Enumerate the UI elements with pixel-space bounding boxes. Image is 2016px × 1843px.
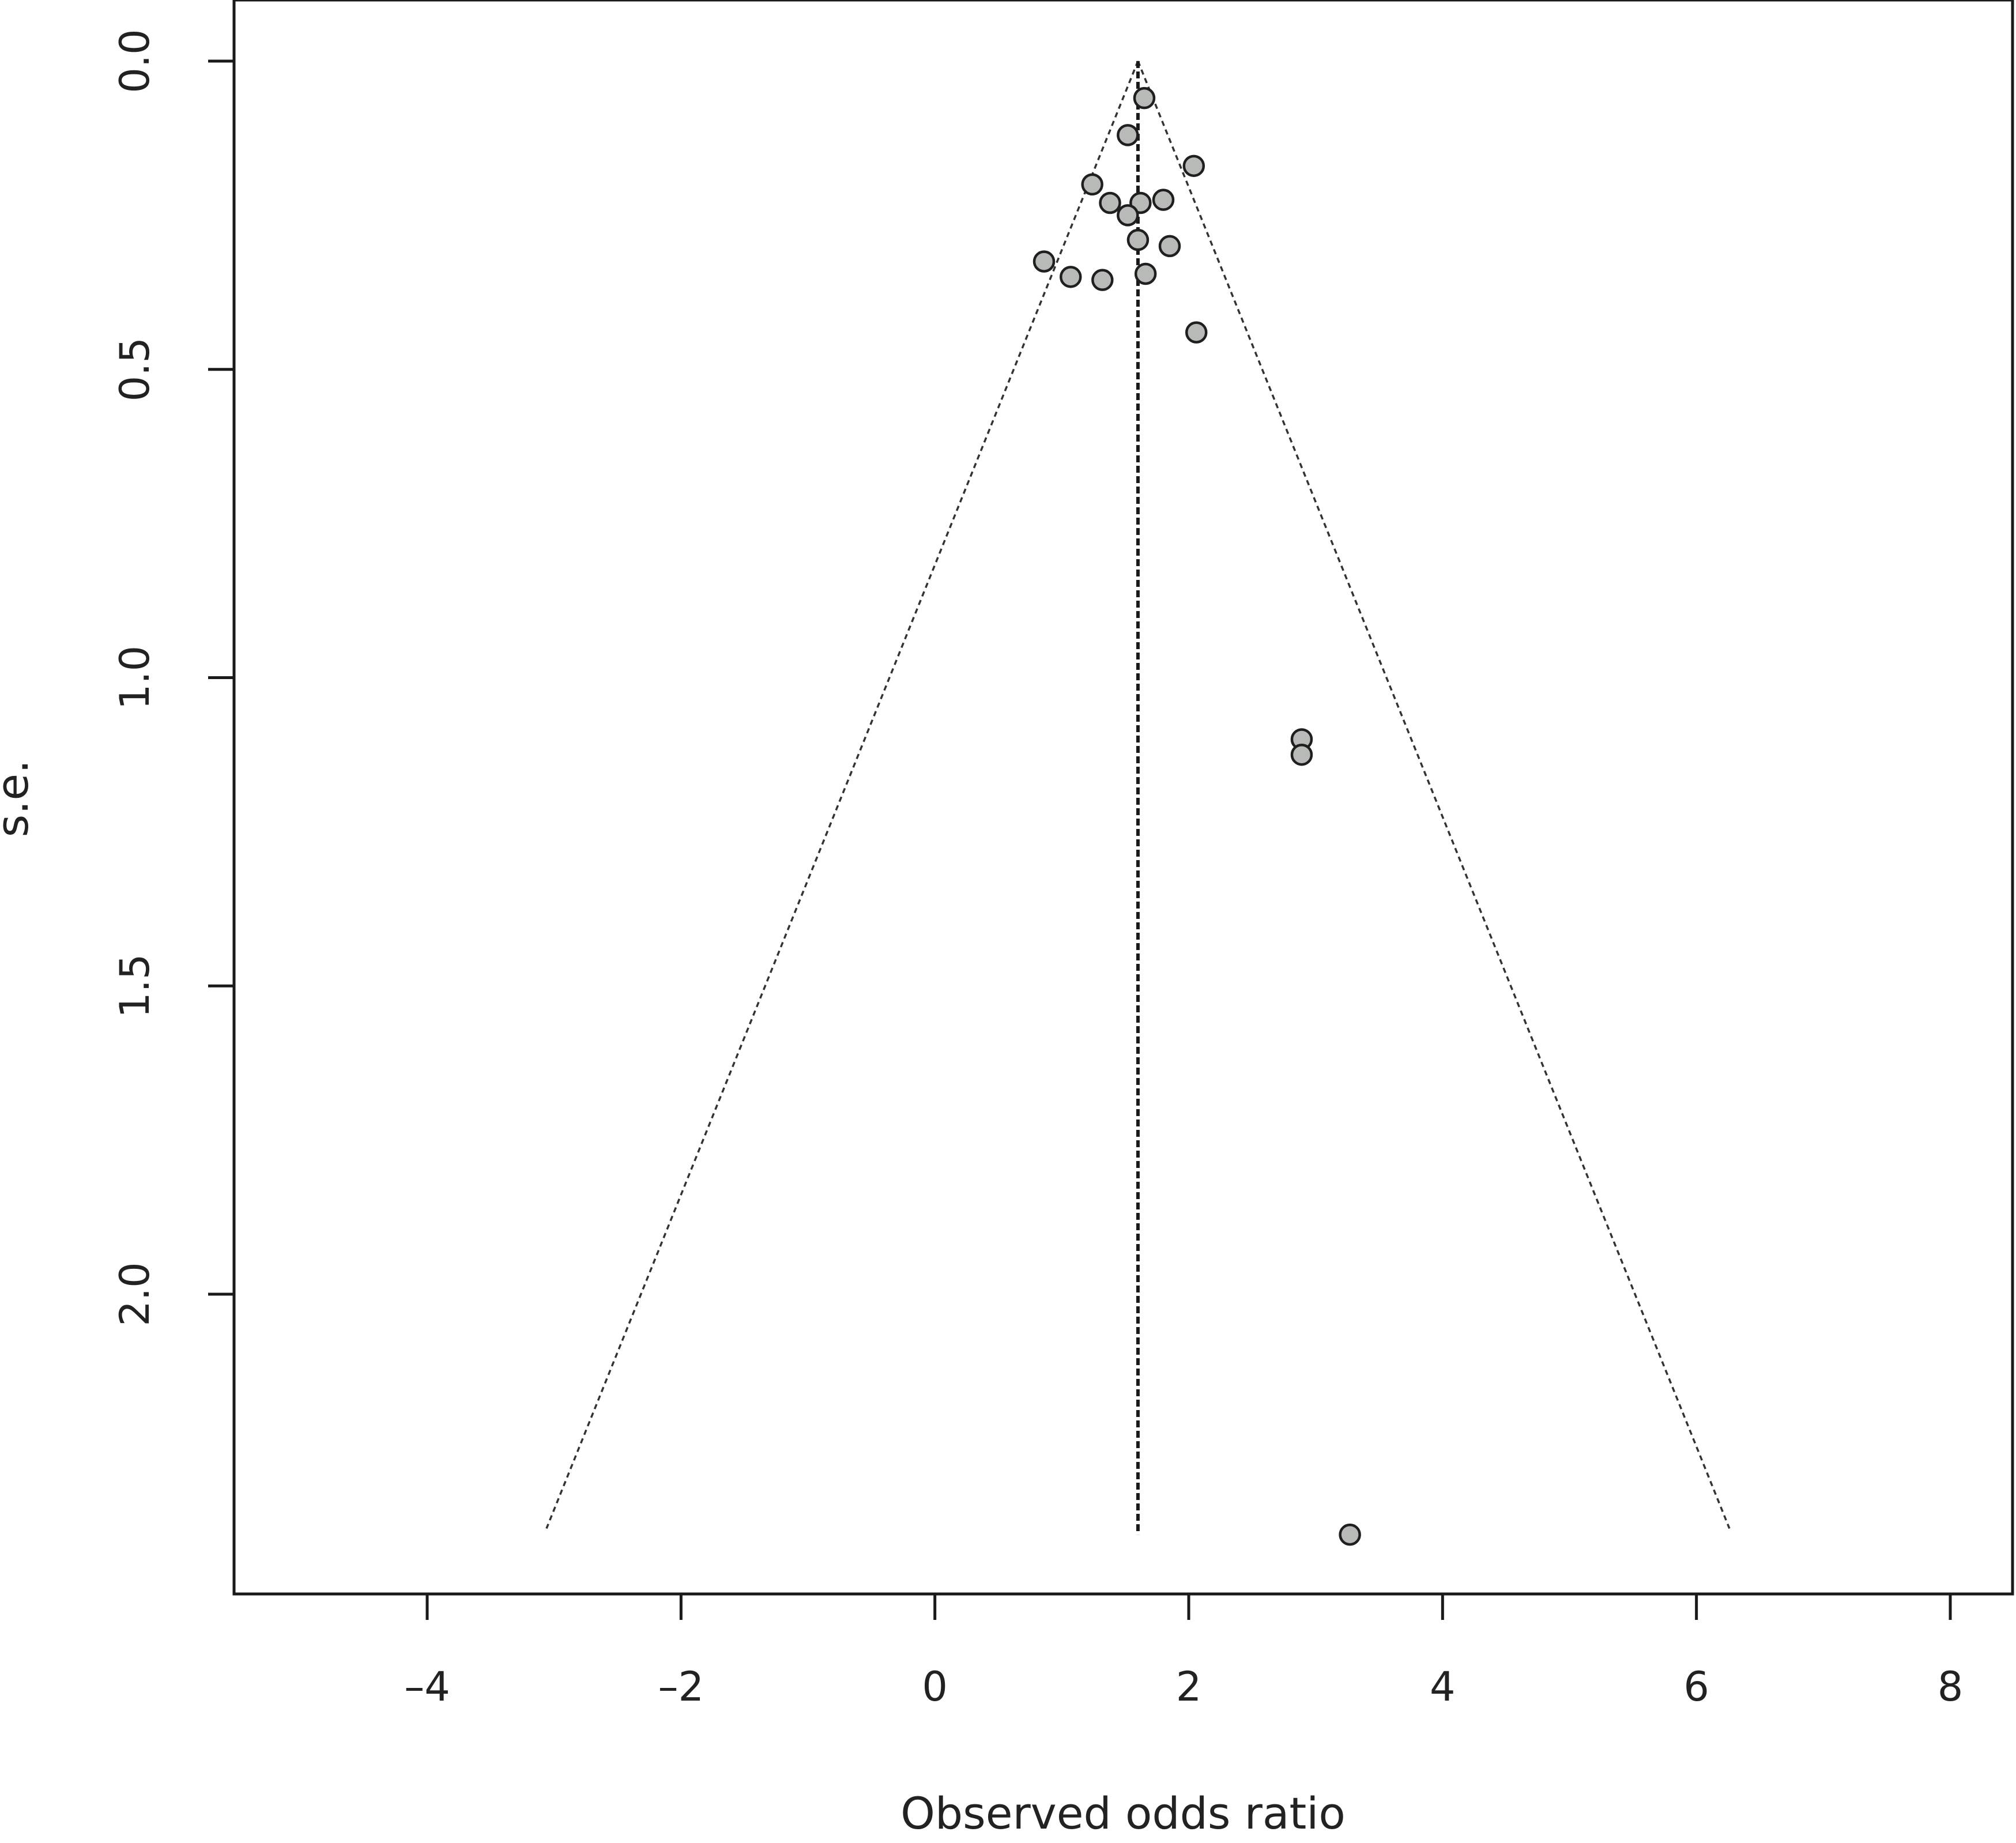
y-tick-label: 0.5 <box>111 337 159 401</box>
y-tick-label: 1.5 <box>111 954 159 1018</box>
y-tick-label: 0.0 <box>111 29 159 93</box>
data-point <box>1158 235 1181 258</box>
x-tick-label: 8 <box>1938 1663 1964 1710</box>
data-point <box>1290 743 1313 766</box>
funnel-lines <box>545 61 1731 1535</box>
data-point <box>1134 262 1157 285</box>
funnel-left-line <box>545 61 1139 1529</box>
data-point <box>1081 173 1103 196</box>
data-point <box>1099 191 1121 214</box>
x-axis: –4 –2 0 2 4 6 8 <box>404 1594 1963 1710</box>
y-tick-label: 1.0 <box>111 646 159 710</box>
x-tick-label: –4 <box>404 1663 450 1710</box>
x-tick-label: 0 <box>922 1663 948 1710</box>
data-point <box>1091 269 1114 291</box>
y-axis: 0.0 0.5 1.0 1.5 2.0 <box>111 29 234 1326</box>
data-point <box>1117 124 1139 146</box>
data-point <box>1182 154 1205 178</box>
data-point <box>1152 189 1175 211</box>
plot-area <box>232 0 2014 1596</box>
data-point <box>1059 266 1082 288</box>
x-tick-label: 6 <box>1683 1663 1709 1710</box>
data-point <box>1185 321 1208 344</box>
data-points <box>1033 86 1361 1546</box>
y-tick-label: 2.0 <box>111 1262 159 1326</box>
x-axis-title: Observed odds ratio <box>900 1788 1346 1839</box>
data-point <box>1126 228 1150 251</box>
data-point <box>1133 86 1156 110</box>
data-point <box>1117 204 1139 227</box>
funnel-right-line <box>1137 61 1731 1529</box>
data-point <box>1339 1523 1361 1546</box>
y-axis-title: s.e. <box>0 760 38 838</box>
data-point <box>1033 250 1056 273</box>
x-tick-label: 2 <box>1176 1663 1202 1710</box>
plot-frame <box>232 0 2014 1596</box>
x-tick-label: –2 <box>658 1663 704 1710</box>
x-tick-label: 4 <box>1430 1663 1456 1710</box>
